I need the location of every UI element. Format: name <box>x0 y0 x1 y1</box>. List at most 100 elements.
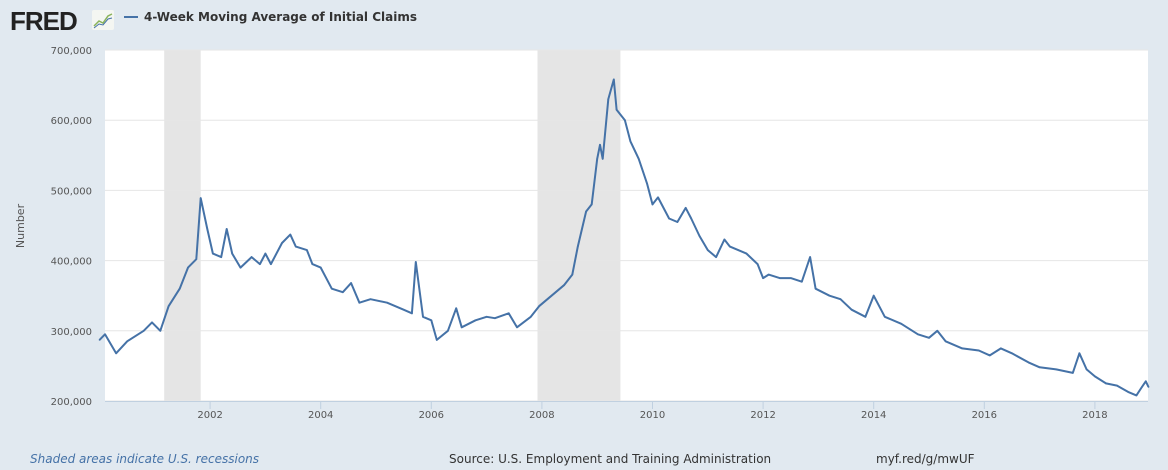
data-point <box>1094 375 1096 378</box>
recession-band <box>164 50 201 401</box>
plot-background <box>105 50 1148 401</box>
data-point <box>126 340 128 343</box>
data-point <box>657 196 659 199</box>
x-tick-label: 2008 <box>529 410 554 421</box>
data-point <box>422 315 424 318</box>
data-point <box>571 273 574 276</box>
data-point <box>977 349 980 352</box>
data-point <box>1011 352 1013 355</box>
data-point <box>778 277 781 279</box>
data-point <box>199 197 202 199</box>
data-point <box>1135 394 1138 397</box>
data-point <box>590 203 593 206</box>
data-point <box>707 249 709 251</box>
data-point <box>1105 382 1107 385</box>
data-point <box>142 330 145 332</box>
data-point <box>231 252 234 255</box>
data-point <box>585 210 587 213</box>
data-point <box>430 319 433 322</box>
data-point <box>1038 366 1041 369</box>
data-point <box>295 245 297 248</box>
data-point <box>577 245 579 248</box>
data-point <box>928 337 930 339</box>
data-point <box>530 315 532 318</box>
x-tick-label: 2006 <box>419 410 444 421</box>
data-point <box>516 326 518 329</box>
data-point <box>944 340 947 343</box>
data-point <box>936 330 939 332</box>
y-tick-label: 200,000 <box>51 397 92 408</box>
data-point <box>789 277 792 279</box>
data-point <box>436 339 438 341</box>
y-tick-label: 300,000 <box>51 327 92 338</box>
data-point <box>159 330 162 332</box>
data-point <box>872 294 875 297</box>
data-point <box>814 287 817 290</box>
data-point <box>563 284 565 286</box>
y-tick-label: 400,000 <box>51 257 92 268</box>
data-point <box>607 98 610 100</box>
data-point <box>319 266 322 269</box>
data-point <box>259 263 261 265</box>
data-point <box>220 256 222 258</box>
data-point <box>538 305 540 308</box>
data-point <box>850 308 853 311</box>
data-point <box>411 312 413 315</box>
chart-logo-icon <box>92 10 114 30</box>
data-point <box>864 315 867 318</box>
data-point <box>402 308 405 311</box>
data-point <box>723 238 726 241</box>
data-point <box>460 326 463 329</box>
x-tick-label: 2018 <box>1082 410 1107 421</box>
x-tick-label: 2004 <box>308 410 333 421</box>
data-point <box>756 263 759 265</box>
y-tick-label: 500,000 <box>51 186 92 197</box>
data-point <box>698 235 701 237</box>
data-point <box>883 315 886 318</box>
data-point <box>599 143 601 146</box>
data-point <box>239 266 242 269</box>
data-point <box>98 339 101 341</box>
data-point <box>1085 368 1088 371</box>
data-point <box>651 203 654 206</box>
data-point <box>1127 391 1129 393</box>
data-point <box>762 277 764 279</box>
plot-area: Number 200,000 300,000 400,000 500,000 600,0… <box>14 46 1150 421</box>
data-point <box>386 301 388 304</box>
data-point <box>507 312 510 315</box>
data-point <box>684 207 687 209</box>
y-tick-label: 700,000 <box>51 46 92 57</box>
data-point <box>474 319 477 322</box>
data-point <box>250 256 253 258</box>
data-point <box>330 287 333 290</box>
data-point <box>961 347 963 350</box>
data-point <box>178 287 181 290</box>
data-point <box>369 298 372 301</box>
data-point <box>690 217 693 220</box>
data-point <box>358 301 361 304</box>
data-point <box>612 78 615 81</box>
data-point <box>187 266 189 269</box>
data-point <box>1116 384 1118 387</box>
data-point <box>745 252 748 255</box>
data-point <box>900 322 903 325</box>
short-link[interactable]: myf.red/g/mwUF <box>876 452 975 466</box>
data-point <box>828 294 831 297</box>
data-point <box>615 108 618 111</box>
data-point <box>264 252 267 255</box>
data-point <box>668 217 670 220</box>
data-point <box>306 249 308 251</box>
legend-item[interactable]: 4-Week Moving Average of Initial Claims <box>124 10 417 24</box>
legend-line-icon <box>124 16 138 18</box>
data-point <box>1144 380 1147 383</box>
y-axis-label: Number <box>14 203 27 248</box>
data-point <box>447 330 449 332</box>
y-tick-label: 600,000 <box>51 116 92 127</box>
data-point <box>151 321 153 324</box>
x-tick-label: 2002 <box>197 410 222 421</box>
data-point <box>1027 361 1030 364</box>
data-point <box>115 352 117 355</box>
data-point <box>206 228 209 230</box>
data-point <box>167 305 170 308</box>
